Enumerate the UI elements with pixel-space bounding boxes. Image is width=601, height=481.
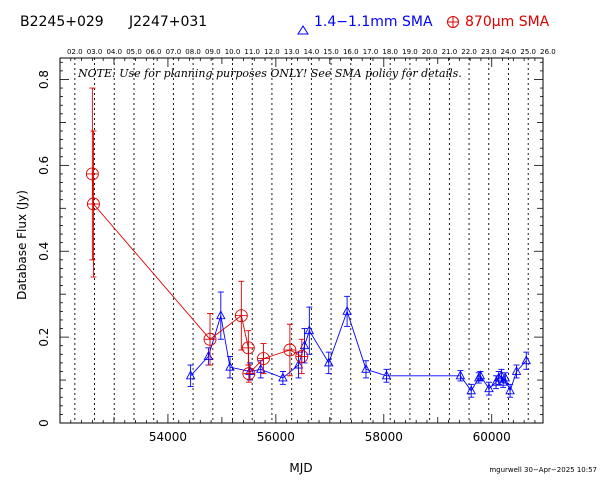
y-tick-label: 0 <box>37 419 51 427</box>
data-point-triangle <box>256 363 266 373</box>
year-tick-label: 04.0 <box>106 48 122 56</box>
x-tick-label: 54000 <box>149 430 187 444</box>
data-point-triangle <box>455 370 466 380</box>
year-tick-label: 20.0 <box>422 48 438 56</box>
data-point-triangle <box>496 370 507 380</box>
y-tick-label: 0.6 <box>37 156 51 175</box>
year-tick-label: 22.0 <box>461 48 477 56</box>
data-point-triangle <box>293 359 304 369</box>
year-grid-lines <box>74 58 529 423</box>
legend-red-label: 870μm SMA <box>465 14 550 30</box>
data-point-triangle <box>491 376 501 386</box>
year-tick-label: 16.0 <box>343 48 359 56</box>
data-point-triangle <box>304 325 315 335</box>
data-point-triangle <box>511 366 522 375</box>
y-tick-label: 0.4 <box>37 242 51 261</box>
year-tick-label: 14.0 <box>304 48 320 56</box>
legend-blue-label: 1.4−1.1mm SMA <box>314 14 433 30</box>
series-blue <box>185 291 532 398</box>
plot-frame <box>59 57 544 424</box>
data-point-triangle <box>505 385 515 395</box>
x-axis-label: MJD <box>289 461 312 475</box>
data-point-triangle <box>299 340 310 350</box>
data-point-triangle <box>185 370 196 380</box>
year-tick-label: 08.0 <box>185 48 201 56</box>
y-tick-label: 0.2 <box>37 328 51 347</box>
data-point-triangle <box>475 370 486 380</box>
year-tick-label: 11.0 <box>244 48 260 56</box>
data-point-triangle <box>216 310 226 320</box>
year-tick-label: 19.0 <box>402 48 418 56</box>
planning-note: NOTE: Use for planning purposes ONLY! Se… <box>77 67 462 80</box>
data-point-triangle <box>484 383 494 393</box>
data-series <box>85 87 532 398</box>
year-tick-label: 18.0 <box>382 48 398 56</box>
alt-source-name: J2247+031 <box>129 14 208 30</box>
data-point-triangle <box>381 370 392 380</box>
data-point-triangle <box>342 305 352 315</box>
year-tick-label: 03.0 <box>87 48 103 56</box>
data-point-triangle <box>324 357 334 367</box>
year-tick-label: 17.0 <box>363 48 379 56</box>
year-tick-label: 23.0 <box>481 48 497 56</box>
data-point-triangle <box>361 363 371 373</box>
year-tick-label: 26.0 <box>540 48 556 56</box>
data-point-triangle <box>278 372 288 382</box>
x-tick-label: 56000 <box>257 430 295 444</box>
axes: 02.0 03.0 04.0 05.0 06.0 07.0 08.0 09.0 10.0 11.0… <box>37 48 556 444</box>
year-tick-label: 15.0 <box>323 48 339 56</box>
data-point-triangle <box>521 355 532 365</box>
x-tick-label: 58000 <box>365 430 403 444</box>
year-tick-label: 09.0 <box>205 48 221 56</box>
year-tick-label: 02.0 <box>67 48 83 56</box>
credit-text: mgurwell 30−Apr−2025 10:57 <box>489 466 597 474</box>
year-tick-label: 06.0 <box>146 48 162 56</box>
legend-triangle-icon <box>297 25 309 35</box>
year-tick-label: 13.0 <box>284 48 300 56</box>
year-tick-label: 12.0 <box>264 48 280 56</box>
x-tick-label: 60000 <box>473 430 511 444</box>
data-point-triangle <box>466 385 476 395</box>
data-point-triangle <box>500 372 510 382</box>
year-tick-label: 05.0 <box>126 48 142 56</box>
data-point-triangle <box>225 361 235 371</box>
source-name: B2245+029 <box>20 14 104 30</box>
series-red <box>85 87 309 383</box>
y-tick-label: 0.8 <box>37 70 51 89</box>
year-tick-label: 07.0 <box>166 48 182 56</box>
year-tick-label: 24.0 <box>501 48 517 56</box>
series-line <box>91 173 302 375</box>
legend-circle-plus-icon <box>447 16 459 28</box>
y-axis-label: Database Flux (Jy) <box>15 190 29 300</box>
year-tick-label: 21.0 <box>442 48 458 56</box>
year-tick-label: 10.0 <box>225 48 241 56</box>
year-tick-label: 25.0 <box>520 48 536 56</box>
